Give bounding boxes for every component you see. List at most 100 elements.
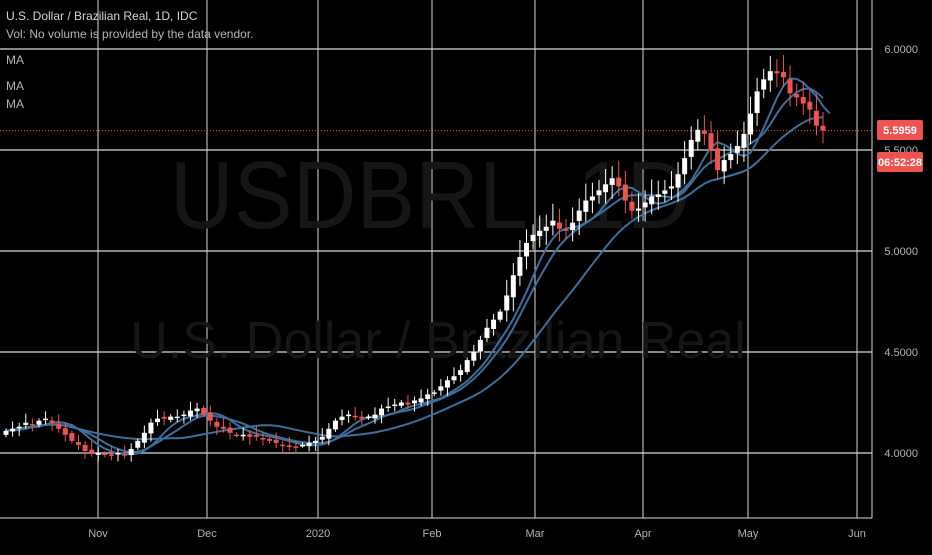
candle-body	[299, 444, 305, 447]
candle-body	[161, 416, 167, 419]
candle-body	[89, 449, 95, 453]
candle-body	[379, 408, 385, 416]
candle-body	[194, 408, 200, 412]
candle-body	[563, 229, 569, 231]
candle-body	[728, 154, 734, 161]
candle-body	[392, 404, 398, 407]
candle-body	[346, 414, 352, 417]
candle-body	[220, 426, 226, 429]
candle-body	[741, 133, 747, 148]
candle-body	[589, 196, 595, 201]
time-axis-label: May	[738, 528, 759, 540]
candle-body	[82, 444, 88, 451]
candle-body	[141, 432, 147, 443]
candle-body	[339, 416, 345, 421]
candle-body	[181, 414, 187, 417]
candle-body	[418, 398, 424, 403]
candle-body	[286, 445, 292, 448]
legend-ma-3[interactable]: MA	[6, 97, 24, 111]
legend-title[interactable]: U.S. Dollar / Brazilian Real, 1D, IDC	[6, 9, 198, 23]
candle-body	[517, 257, 523, 276]
candle-body	[359, 416, 365, 419]
candle-body	[471, 352, 477, 361]
candle-body	[794, 94, 800, 98]
candle-body	[510, 275, 516, 298]
candle-body	[721, 160, 727, 172]
candle-body	[734, 145, 740, 153]
candle-body	[313, 440, 319, 443]
candle-body	[688, 139, 694, 157]
candle-body	[319, 436, 325, 440]
candle-body	[537, 230, 543, 237]
candle-body	[603, 184, 609, 193]
candle-body	[273, 439, 279, 443]
candle-body	[820, 125, 826, 131]
time-axis-label: Mar	[526, 528, 545, 540]
candle-body	[583, 200, 589, 212]
countdown-label: 06:52:28	[878, 157, 922, 169]
candle-body	[155, 418, 161, 423]
candle-body	[636, 208, 642, 211]
candle-body	[715, 148, 721, 171]
watermark-symbol: USDBRL, 1D	[170, 142, 690, 249]
candle-body	[787, 79, 793, 94]
candle-body	[3, 430, 9, 435]
candle-body	[352, 415, 358, 418]
time-axis-label: Jun	[848, 528, 866, 540]
candle-body	[332, 420, 338, 430]
time-axis-label: Feb	[423, 528, 442, 540]
candle-body	[458, 370, 464, 376]
candle-body	[148, 422, 154, 434]
time-axis-label: Apr	[634, 528, 651, 540]
candle-body	[609, 178, 615, 185]
candle-body	[431, 392, 437, 394]
candle-body	[484, 327, 490, 339]
legend-ma-1[interactable]: MA	[6, 53, 24, 67]
candle-body	[95, 453, 101, 455]
candle-body	[29, 423, 35, 426]
candle-body	[754, 91, 760, 114]
candle-body	[464, 360, 470, 372]
candle-body	[385, 406, 391, 409]
candle-body	[128, 448, 134, 456]
time-axis-label: Nov	[88, 528, 108, 540]
candle-body	[201, 407, 207, 415]
candle-body	[629, 201, 635, 211]
candle-body	[556, 222, 562, 229]
candle-body	[477, 339, 483, 352]
candle-body	[425, 394, 431, 400]
legend-volume-note: Vol: No volume is provided by the data v…	[6, 27, 254, 41]
time-axis[interactable]: Nov Dec 2020 Feb Mar Apr May Jun	[88, 528, 866, 540]
candle-body	[807, 101, 813, 110]
candle-body	[675, 174, 681, 188]
candle-body	[62, 428, 68, 435]
candle-body	[43, 418, 49, 421]
candle-body	[774, 71, 780, 74]
candle-body	[115, 453, 121, 455]
candle-body	[530, 234, 536, 242]
candle-body	[748, 113, 754, 135]
candle-body	[662, 190, 668, 194]
legend-ma-2[interactable]: MA	[6, 79, 24, 93]
grid	[0, 0, 873, 519]
candle-body	[16, 426, 22, 429]
candle-body	[701, 130, 707, 134]
last-price-tag	[877, 120, 923, 140]
candle-body	[69, 433, 75, 441]
candle-body	[451, 376, 457, 381]
candle-body	[767, 71, 773, 81]
chart-legend: U.S. Dollar / Brazilian Real, 1D, IDC Vo…	[6, 6, 253, 114]
candle-body	[365, 416, 371, 419]
candle-body	[761, 79, 767, 90]
candle-body	[280, 444, 286, 447]
candle-body	[543, 226, 549, 231]
candle-body	[168, 416, 174, 420]
candle-body	[306, 442, 312, 447]
price-axis-label: 5.0000	[884, 246, 918, 258]
candle-body	[234, 434, 240, 437]
candle-body	[504, 295, 510, 311]
candle-body	[616, 177, 622, 187]
